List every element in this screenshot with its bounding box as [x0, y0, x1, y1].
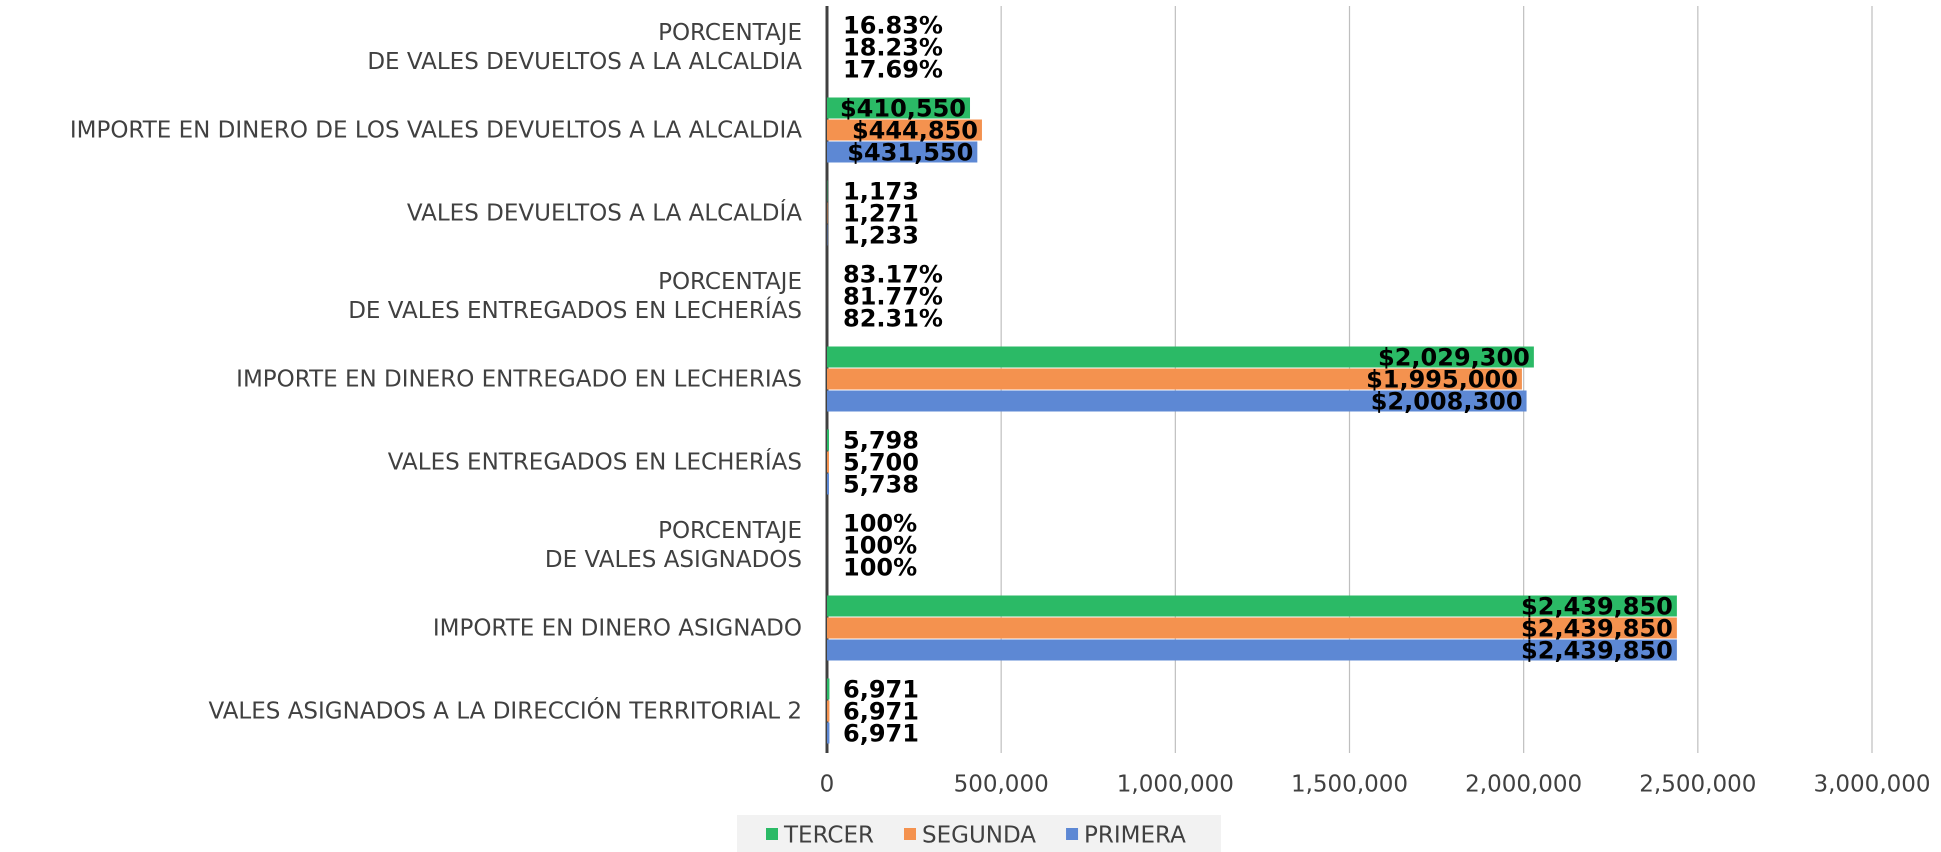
data-label: $2,439,850: [1521, 615, 1673, 643]
data-label: 1,233: [843, 222, 919, 250]
bar: [827, 346, 1534, 368]
bar: [827, 390, 1527, 412]
bar: [827, 141, 978, 163]
bar: [827, 97, 971, 119]
bar: [827, 722, 830, 744]
data-label: 82.31%: [843, 305, 943, 333]
data-label: 5,700: [843, 449, 919, 477]
bar: [827, 595, 1677, 617]
x-tick-label: 0: [820, 772, 835, 798]
data-label: 1,271: [843, 200, 919, 228]
data-label: $444,850: [852, 117, 978, 145]
data-label: 81.77%: [843, 283, 943, 311]
bar: [827, 700, 830, 722]
category-label: VALES DEVUELTOS A LA ALCALDÍA: [406, 200, 802, 226]
bar: [827, 617, 1677, 639]
category-label: PORCENTAJE DE VALES ASIGNADOS: [544, 517, 802, 573]
data-label: 100%: [843, 554, 917, 582]
bar: [827, 678, 830, 700]
bar: [827, 429, 830, 451]
category-label: PORCENTAJE DE VALES ENTREGADOS EN LECHER…: [348, 268, 802, 324]
x-tick-label: 1,000,000: [1117, 772, 1234, 798]
data-label: 1,173: [843, 178, 919, 206]
data-label: 17.69%: [843, 56, 943, 84]
legend-label: TERCER: [783, 823, 874, 849]
data-label: 83.17%: [843, 261, 943, 289]
legend-swatch: [904, 828, 916, 840]
data-label: $410,550: [840, 95, 966, 123]
data-label: $1,995,000: [1366, 366, 1518, 394]
legend-label: PRIMERA: [1084, 823, 1186, 849]
data-label: 18.23%: [843, 34, 943, 62]
data-label: $431,550: [847, 139, 973, 167]
data-label: 5,798: [843, 427, 919, 455]
data-label: $2,008,300: [1371, 388, 1523, 416]
legend-swatch: [766, 828, 778, 840]
data-label: 6,971: [843, 720, 919, 748]
category-label: IMPORTE EN DINERO ENTREGADO EN LECHERIAS: [236, 366, 802, 392]
x-tick-label: 500,000: [954, 772, 1049, 798]
bar: [827, 119, 982, 141]
data-label: 5,738: [843, 471, 919, 499]
category-label: VALES ASIGNADOS A LA DIRECCIÓN TERRITORI…: [208, 698, 802, 724]
x-tick-label: 2,500,000: [1639, 772, 1756, 798]
legend-box: [737, 815, 1221, 852]
bar: [827, 368, 1522, 390]
bar: [827, 451, 829, 473]
category-label: VALES ENTREGADOS EN LECHERÍAS: [387, 449, 802, 475]
legend-label: SEGUNDA: [922, 823, 1036, 849]
category-label: IMPORTE EN DINERO ASIGNADO: [432, 615, 802, 641]
x-tick-label: 3,000,000: [1813, 772, 1930, 798]
data-label: $2,029,300: [1378, 344, 1530, 372]
data-label: 100%: [843, 510, 917, 538]
bar: [827, 473, 829, 495]
x-tick-label: 2,000,000: [1465, 772, 1582, 798]
data-label: 6,971: [843, 676, 919, 704]
legend-swatch: [1066, 828, 1079, 840]
data-label: $2,439,850: [1521, 637, 1673, 665]
category-label: IMPORTE EN DINERO DE LOS VALES DEVUELTOS…: [69, 117, 802, 143]
bar: [827, 639, 1677, 661]
data-label: 100%: [843, 532, 917, 560]
data-label: $2,439,850: [1521, 593, 1673, 621]
x-tick-label: 1,500,000: [1291, 772, 1408, 798]
data-label: 16.83%: [843, 12, 943, 40]
category-label: PORCENTAJE DE VALES DEVUELTOS A LA ALCAL…: [367, 19, 802, 75]
data-label: 6,971: [843, 698, 919, 726]
